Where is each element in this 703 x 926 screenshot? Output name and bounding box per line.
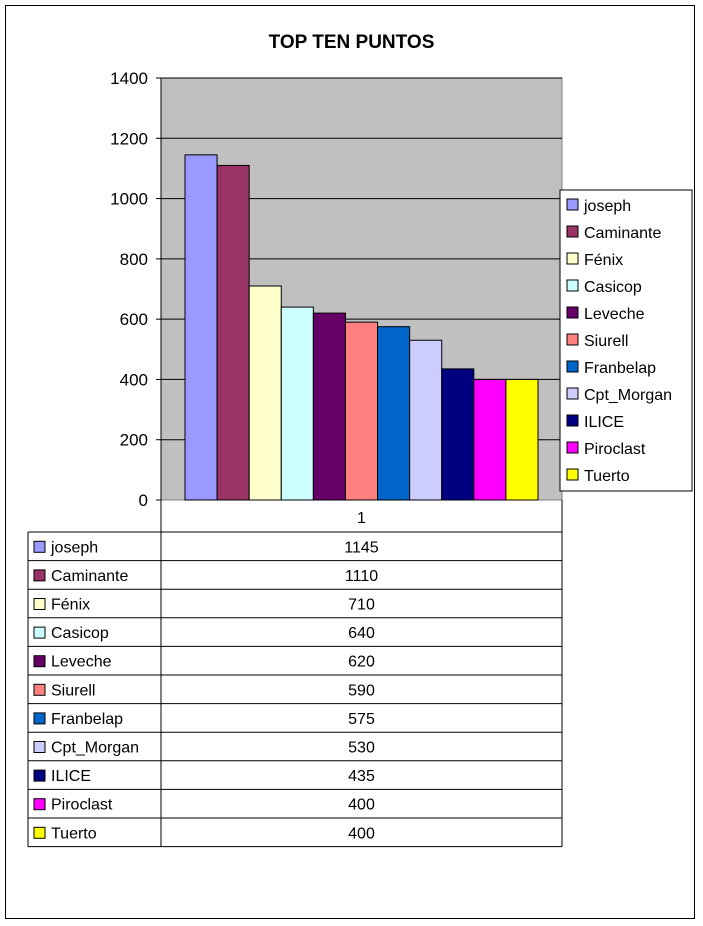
bar-Tuerto bbox=[505, 378, 539, 501]
table-series-label: Leveche bbox=[51, 654, 112, 671]
legend-swatch bbox=[566, 360, 579, 373]
legend-swatch bbox=[566, 279, 579, 292]
bar-Fénix bbox=[248, 285, 282, 501]
y-tick-label: 200 bbox=[120, 431, 148, 450]
legend-label: Piroclast bbox=[584, 441, 646, 458]
legend-label: Leveche bbox=[584, 306, 645, 323]
table-value: 1110 bbox=[345, 568, 378, 585]
legend-label: Caminante bbox=[584, 225, 661, 242]
table-value: 620 bbox=[348, 654, 375, 671]
table-swatch bbox=[33, 626, 46, 639]
y-tick-label: 1200 bbox=[110, 129, 148, 148]
legend bbox=[559, 189, 693, 492]
bar-Franbelap bbox=[377, 326, 411, 501]
legend-label: ILICE bbox=[584, 414, 624, 431]
table-category-header: 1 bbox=[357, 510, 366, 527]
bar-joseph bbox=[184, 154, 218, 501]
chart-title: TOP TEN PUNTOS bbox=[268, 32, 435, 53]
bar-Caminante bbox=[216, 164, 250, 501]
legend-label: Casicop bbox=[584, 279, 642, 296]
table-series-label: Cpt_Morgan bbox=[51, 740, 139, 757]
bar-Leveche bbox=[312, 312, 346, 501]
table-value: 575 bbox=[348, 711, 375, 728]
legend-swatch bbox=[566, 252, 579, 265]
table-value: 400 bbox=[348, 825, 375, 842]
table-value: 590 bbox=[348, 682, 375, 699]
bar-Casicop bbox=[280, 306, 314, 501]
legend-swatch bbox=[566, 468, 579, 481]
table-series-label: joseph bbox=[50, 539, 98, 556]
table-value: 640 bbox=[348, 625, 375, 642]
y-tick-label: 800 bbox=[120, 250, 148, 269]
legend-label: Cpt_Morgan bbox=[584, 387, 672, 404]
y-tick-label: 0 bbox=[139, 491, 148, 510]
legend-swatch bbox=[566, 306, 579, 319]
table-series-label: ILICE bbox=[51, 768, 91, 785]
y-tick-label: 400 bbox=[120, 370, 148, 389]
legend-label: Franbelap bbox=[584, 360, 656, 377]
legend-label: Tuerto bbox=[584, 468, 630, 485]
table-swatch bbox=[33, 712, 46, 725]
table-swatch bbox=[33, 683, 46, 696]
legend-swatch bbox=[566, 198, 579, 211]
legend-swatch bbox=[566, 225, 579, 238]
table-value: 710 bbox=[348, 597, 375, 614]
y-tick-label: 1400 bbox=[110, 69, 148, 88]
y-tick-label: 600 bbox=[120, 310, 148, 329]
table-series-label: Piroclast bbox=[51, 797, 113, 814]
table-swatch bbox=[33, 655, 46, 668]
table-series-label: Tuerto bbox=[51, 825, 97, 842]
legend-swatch bbox=[566, 333, 579, 346]
table-value: 1145 bbox=[344, 539, 379, 556]
table-swatch bbox=[33, 798, 46, 811]
table-series-label: Casicop bbox=[51, 625, 109, 642]
table-value: 400 bbox=[348, 797, 375, 814]
table-series-label: Caminante bbox=[51, 568, 128, 585]
legend-label: Siurell bbox=[584, 333, 628, 350]
table-swatch bbox=[33, 826, 46, 839]
legend-swatch bbox=[566, 387, 579, 400]
table-swatch bbox=[33, 741, 46, 753]
bar-Cpt_Morgan bbox=[409, 339, 443, 501]
table-series-label: Franbelap bbox=[51, 711, 123, 728]
table-swatch bbox=[33, 569, 46, 582]
table-swatch bbox=[33, 769, 46, 782]
table-swatch bbox=[33, 540, 46, 553]
legend-label: Fénix bbox=[584, 252, 623, 269]
legend-swatch bbox=[566, 441, 579, 454]
bar-Siurell bbox=[344, 321, 379, 501]
y-tick-label: 1000 bbox=[110, 190, 148, 209]
table-series-label: Siurell bbox=[51, 682, 95, 699]
table-value: 530 bbox=[348, 740, 375, 757]
legend-swatch bbox=[566, 414, 579, 427]
table-value: 435 bbox=[348, 768, 375, 785]
bar-ILICE bbox=[441, 368, 475, 501]
table-swatch bbox=[33, 598, 46, 610]
bar-Piroclast bbox=[473, 378, 507, 501]
table-series-label: Fénix bbox=[51, 597, 90, 614]
legend-label: joseph bbox=[583, 198, 631, 215]
